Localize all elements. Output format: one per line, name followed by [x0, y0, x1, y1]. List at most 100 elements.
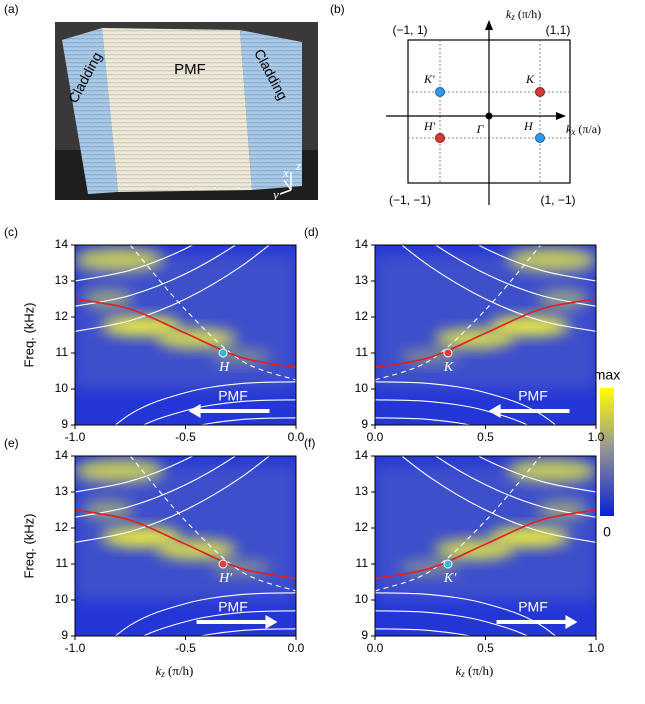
band-line — [375, 298, 596, 369]
pmf-block — [102, 28, 252, 192]
x-tick-label: 0.5 — [477, 641, 494, 655]
x-tick-label: 0.0 — [288, 641, 305, 655]
x-tick-label: 1.0 — [588, 430, 605, 444]
panel-b: (b) kz (π/h) kx (π/a) (−1, 1) (1,1) (−1,… — [330, 2, 601, 207]
chart-panel: K′ PMF 9 10 11 12 13 14 0.0 0.5 1.0 (f) kz (π/h) — [304, 436, 605, 679]
heatmap-glow — [101, 316, 182, 336]
y-tick-label: 9 — [361, 417, 368, 431]
valley-point — [535, 87, 545, 97]
band-line — [375, 628, 473, 636]
band-line — [375, 381, 557, 425]
band-line — [477, 245, 596, 282]
valley-marker — [218, 559, 228, 569]
arrow-head — [265, 615, 278, 629]
label-part: z — [460, 669, 465, 679]
y-tick-label: 11 — [56, 345, 69, 359]
y-tick-label: 13 — [55, 484, 69, 498]
arrow-label: PMF — [218, 599, 248, 615]
plot-area — [375, 456, 596, 636]
pmf-label: PMF — [174, 61, 206, 78]
y-tick-label: 9 — [61, 628, 68, 642]
band-line — [114, 592, 296, 636]
heatmap-glow — [83, 289, 134, 309]
corner-label: (−1, −1) — [389, 193, 431, 207]
axis-z: z — [295, 158, 301, 173]
cladding-right — [240, 30, 302, 190]
arrow-label: PMF — [218, 388, 248, 404]
band-line — [400, 456, 596, 543]
x-axis-label: kz (π/h) — [156, 663, 194, 679]
chart-panel: H PMF 9 10 11 12 13 14 -1.0 -0.5 0.0 (c) Freq. (kHz) — [4, 225, 305, 444]
band-line — [75, 245, 237, 307]
chart-panel: K PMF 9 10 11 12 13 14 0.0 0.5 1.0 (d) — [304, 225, 605, 444]
label-part: z — [160, 669, 165, 679]
y-tick-label: 10 — [355, 592, 369, 606]
y-tick-label: 11 — [356, 345, 369, 359]
kz-axis-label: kz (π/h) — [506, 7, 541, 22]
heatmap-glow — [489, 316, 570, 336]
y-tick-label: 11 — [356, 556, 369, 570]
arrow-head — [488, 404, 501, 418]
heatmap-glow — [537, 500, 588, 520]
panel-label: (b) — [330, 2, 345, 16]
corner-label: (1,1) — [546, 23, 571, 37]
y-tick-label: 11 — [56, 556, 69, 570]
heatmap-glow — [83, 500, 134, 520]
heatmap-glow — [489, 527, 570, 547]
valley-point — [435, 87, 445, 97]
point-label: K′ — [423, 72, 435, 86]
band-line — [142, 399, 296, 425]
plot-area — [75, 456, 296, 636]
axes — [386, 28, 558, 205]
band-line — [434, 456, 596, 518]
label-part: (π/h) — [515, 7, 541, 21]
kx-axis-label: kx (π/a) — [566, 122, 601, 137]
band-line — [198, 628, 296, 636]
y-tick-label: 14 — [55, 237, 69, 251]
panel-label: (e) — [4, 436, 19, 450]
panel-label: (a) — [4, 2, 19, 16]
y-tick-label: 12 — [55, 520, 69, 534]
colorbar: max 0 — [594, 367, 620, 540]
band-line — [142, 610, 296, 636]
y-tick-label: 12 — [355, 520, 369, 534]
x-tick-label: 0.0 — [367, 430, 384, 444]
band-line — [75, 456, 271, 543]
arrow-label: PMF — [518, 388, 548, 404]
label-part: z — [510, 12, 515, 22]
valley-marker — [443, 348, 453, 358]
band-line — [75, 298, 296, 369]
x-tick-label: -1.0 — [65, 430, 86, 444]
axis-y: y — [271, 187, 279, 202]
y-axis-label: Freq. (kHz) — [21, 514, 36, 579]
arrow-head — [565, 615, 578, 629]
band-line — [477, 456, 596, 493]
band-line — [75, 456, 237, 518]
band-line — [375, 610, 529, 636]
band-line — [400, 245, 596, 332]
marker-label: H′ — [218, 571, 233, 586]
dashed-line — [375, 245, 542, 381]
gamma-label: Γ — [476, 122, 485, 136]
band-line — [375, 509, 596, 580]
y-tick-label: 13 — [355, 484, 369, 498]
band-line — [75, 245, 194, 282]
cladding-left — [62, 28, 118, 194]
plot-area — [75, 245, 296, 425]
panel-a: (a) PMF Cladding Cladding x y z — [4, 2, 318, 202]
valley-marker — [443, 559, 453, 569]
axis-x: x — [282, 165, 289, 180]
label-part: x — [570, 127, 575, 137]
y-axis-label: Freq. (kHz) — [21, 303, 36, 368]
x-axis-label: kz (π/h) — [456, 663, 494, 679]
heatmap-glow — [75, 247, 165, 272]
valley-marker — [218, 348, 228, 358]
label-part: (π/h) — [165, 663, 194, 678]
point-label: K — [525, 72, 535, 86]
label-part: k — [566, 122, 572, 136]
band-line — [375, 592, 557, 636]
valley-point — [435, 133, 445, 143]
dashed-line — [129, 245, 296, 381]
x-tick-label: 0.5 — [477, 430, 494, 444]
x-tick-label: 0.0 — [367, 641, 384, 655]
